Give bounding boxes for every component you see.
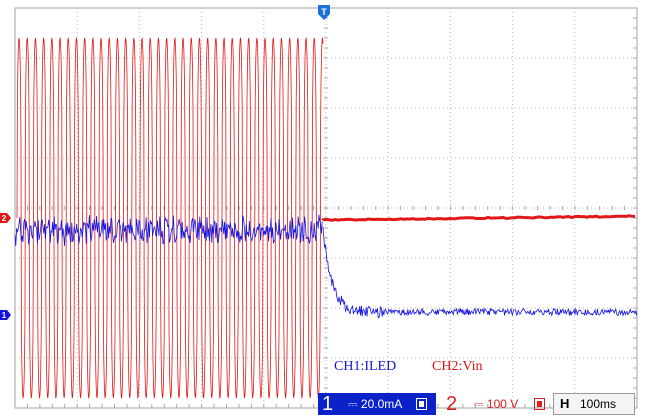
ch1-coupling-icon: ⎓ bbox=[348, 397, 358, 411]
ch2-bandwidth-icon bbox=[534, 398, 545, 410]
trigger-marker-label: T bbox=[321, 7, 327, 17]
ch1-marker-label: 1 bbox=[2, 311, 7, 320]
ch1-annotation-label: CH1:ILED bbox=[334, 359, 396, 375]
ch2-volts-per-div[interactable]: ⎓ 100 V bbox=[474, 397, 518, 411]
timebase-badge[interactable]: H 100ms bbox=[553, 393, 635, 415]
ch2-coupling-icon: ⎓ bbox=[474, 397, 484, 411]
timebase-scale: 100ms bbox=[580, 397, 616, 411]
ch1-bandwidth-icon bbox=[416, 398, 427, 410]
ch2-marker-label: 2 bbox=[2, 214, 7, 223]
ch1-scale-value: 20.0mA bbox=[361, 397, 402, 411]
ch2-scale-value: 100 V bbox=[487, 397, 518, 411]
ch1-number: 1 bbox=[322, 393, 333, 415]
timebase-letter: H bbox=[560, 396, 569, 411]
ch2-annotation-label: CH2:Vin bbox=[432, 359, 483, 375]
ch1-volts-per-div: ⎓ 20.0mA bbox=[348, 397, 402, 411]
ch2-number[interactable]: 2 bbox=[446, 393, 457, 415]
ch1-settings-badge[interactable]: 1 ⎓ 20.0mA bbox=[318, 393, 436, 415]
